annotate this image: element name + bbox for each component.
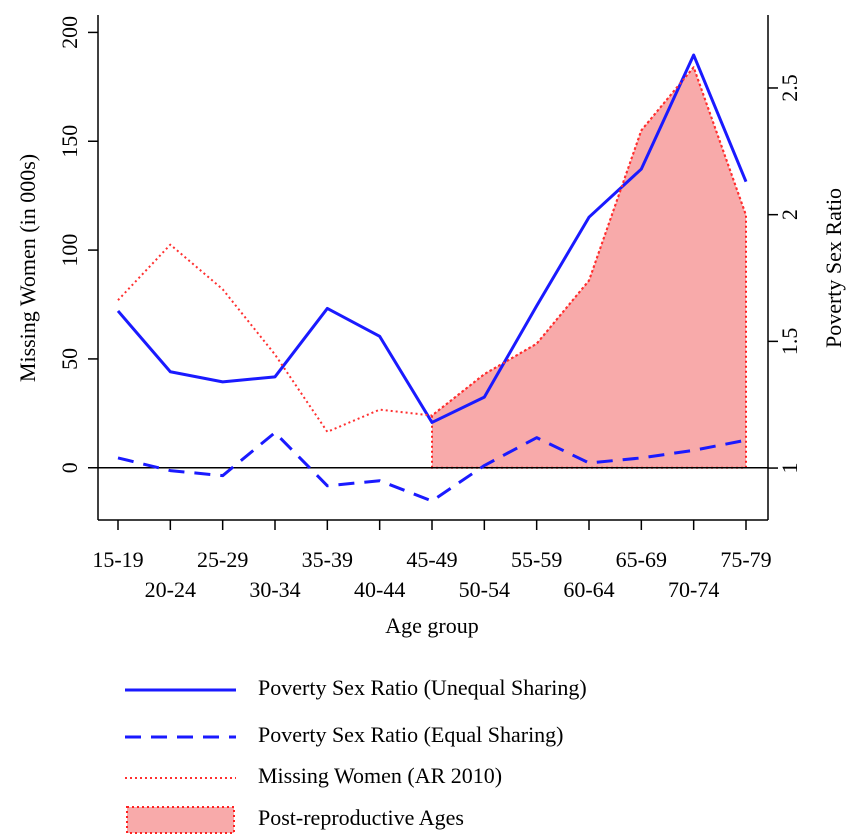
x-tick-label: 40-44 bbox=[354, 577, 405, 602]
x-tick-label: 25-29 bbox=[197, 547, 248, 572]
x-tick-label: 75-79 bbox=[720, 547, 771, 572]
y-tick-label: 100 bbox=[57, 234, 82, 267]
x-tick-label: 50-54 bbox=[459, 577, 510, 602]
x-tick-label: 35-39 bbox=[302, 547, 353, 572]
y2-tick-label: 2 bbox=[777, 209, 802, 220]
x-tick-label: 60-64 bbox=[563, 577, 614, 602]
x-tick-label: 70-74 bbox=[668, 577, 719, 602]
legend-label: Poverty Sex Ratio (Equal Sharing) bbox=[258, 722, 564, 747]
y-tick-label: 0 bbox=[57, 462, 82, 473]
legend-label: Missing Women (AR 2010) bbox=[258, 763, 502, 788]
series-line bbox=[117, 431, 747, 503]
x-tick-label: 20-24 bbox=[145, 577, 196, 602]
y2-tick-label: 1 bbox=[777, 463, 802, 474]
series-line bbox=[117, 66, 747, 433]
series-line bbox=[116, 53, 748, 424]
y-tick-label: 200 bbox=[57, 16, 82, 49]
legend-label: Poverty Sex Ratio (Unequal Sharing) bbox=[258, 675, 587, 700]
x-tick-label: 45-49 bbox=[406, 547, 457, 572]
x-tick-label: 55-59 bbox=[511, 547, 562, 572]
y2-axis-title: Poverty Sex Ratio bbox=[821, 188, 846, 348]
legend-swatch bbox=[126, 806, 235, 834]
y2-tick-label: 1.5 bbox=[777, 328, 802, 356]
x-tick-label: 15-19 bbox=[92, 547, 143, 572]
legend-label: Post-reproductive Ages bbox=[258, 805, 464, 830]
y2-tick-label: 2.5 bbox=[777, 74, 802, 102]
x-tick-label: 65-69 bbox=[616, 547, 667, 572]
x-axis-title: Age group bbox=[385, 613, 478, 638]
y-axis-title: Missing Women (in 000s) bbox=[15, 154, 40, 382]
x-tick-label: 30-34 bbox=[249, 577, 300, 602]
shaded-area bbox=[431, 65, 747, 469]
y-tick-label: 150 bbox=[57, 125, 82, 158]
y-tick-label: 50 bbox=[57, 348, 82, 370]
